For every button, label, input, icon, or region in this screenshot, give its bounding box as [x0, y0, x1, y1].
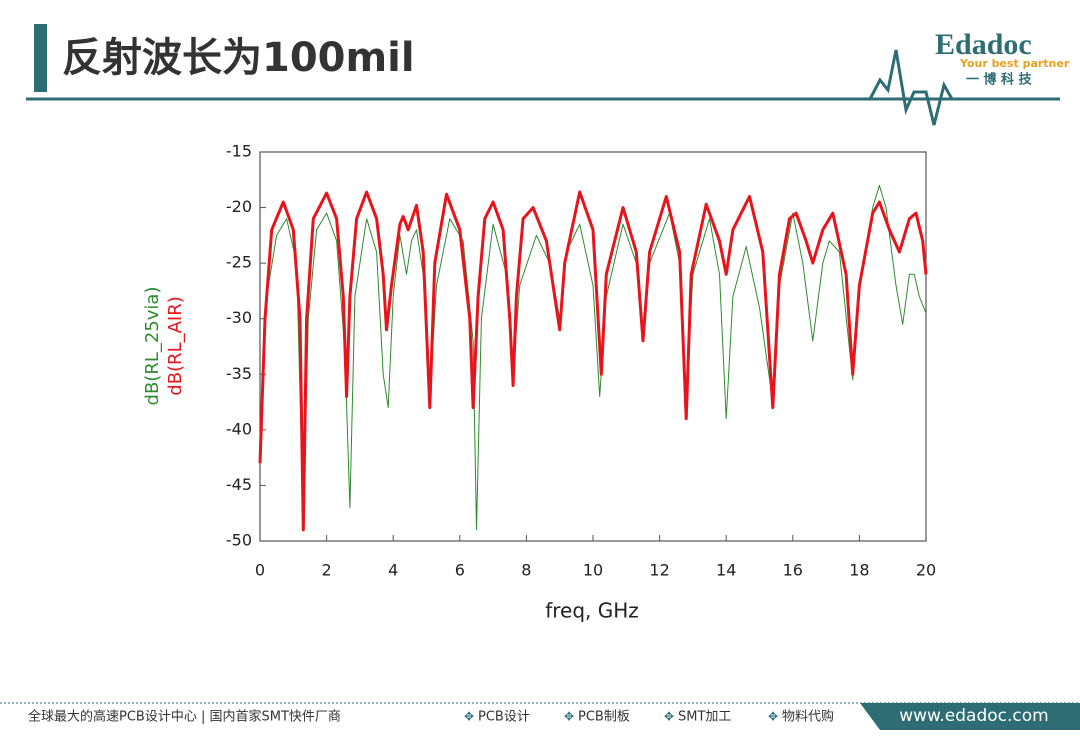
x-tick-label: 12 — [649, 561, 669, 580]
y-tick-label: -30 — [226, 308, 252, 327]
logo-cn: 一 博 科 技 — [966, 72, 1033, 88]
y-tick-label: -35 — [226, 364, 252, 383]
x-tick-label: 6 — [455, 561, 465, 580]
y-tick-label: -40 — [226, 419, 252, 438]
y-axis-label: dB(RL_25via) — [142, 287, 163, 406]
series-line — [258, 190, 928, 532]
link-icon: ✥ — [564, 710, 574, 724]
title-bar — [34, 24, 47, 92]
y-tick-label: -25 — [226, 253, 252, 272]
x-tick-label: 10 — [583, 561, 603, 580]
x-tick-label: 8 — [521, 561, 531, 580]
footer-link[interactable]: SMT加工 — [678, 710, 731, 725]
y-tick-label: -15 — [226, 142, 252, 161]
x-tick-label: 0 — [255, 561, 265, 580]
logo: Edadoc — [935, 28, 1032, 61]
footer-band — [860, 703, 1080, 730]
link-icon: ✥ — [464, 710, 474, 724]
logo-wave — [868, 49, 954, 126]
footer-link[interactable]: PCB设计 — [478, 710, 530, 725]
x-tick-label: 14 — [716, 561, 736, 580]
x-tick-label: 16 — [783, 561, 803, 580]
footer-link[interactable]: 物料代购 — [782, 709, 834, 725]
footer-slogan: 全球最大的高速PCB设计中心 | 国内首家SMT快件厂商 — [28, 709, 341, 725]
x-tick-label: 2 — [322, 561, 332, 580]
x-tick-label: 4 — [388, 561, 398, 580]
link-icon: ✥ — [768, 710, 778, 724]
plot: -50 -45 -40 -35 -30 -25 -20 -15 0 2 4 6 8 10 12 14 16 18 2… — [226, 142, 936, 580]
y-tick-label: -20 — [226, 197, 252, 216]
x-axis-label: freq, GHz — [545, 599, 639, 623]
link-icon: ✥ — [664, 710, 674, 724]
x-tick-label: 20 — [916, 561, 936, 580]
footer-link[interactable]: PCB制板 — [578, 710, 630, 725]
y-axis-label: dB(RL_AIR) — [165, 296, 186, 395]
x-tick-label: 18 — [849, 561, 869, 580]
logo-tagline: Your best partner — [959, 57, 1070, 70]
y-tick-label: -50 — [226, 531, 252, 550]
slide-title: 反射波长为100mil — [62, 35, 415, 81]
y-tick-label: -45 — [226, 475, 252, 494]
footer-url[interactable]: www.edadoc.com — [899, 706, 1048, 726]
